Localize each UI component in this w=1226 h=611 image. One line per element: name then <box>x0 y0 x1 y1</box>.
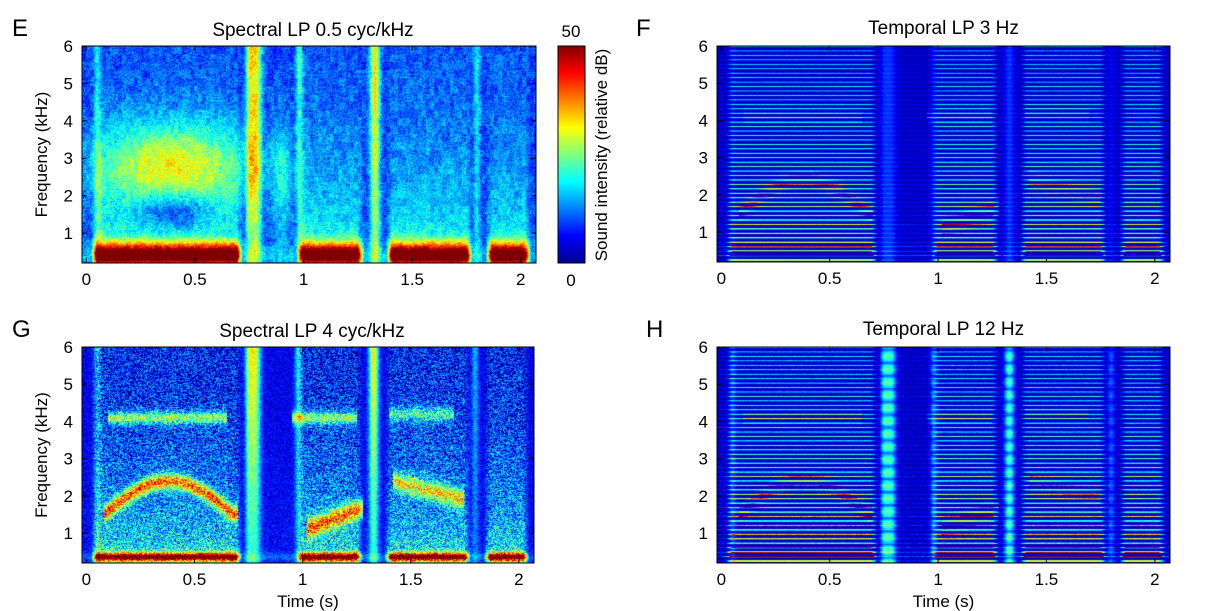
y-tick-label: 5 <box>699 375 708 394</box>
x-tick-label: 1.5 <box>400 270 424 289</box>
y-tick-label: 2 <box>64 487 73 506</box>
panel-letter: F <box>636 15 651 42</box>
x-tick-label: 0.5 <box>183 270 207 289</box>
panel-g: G Spectral LP 4 cyc/kHz 0 0.5 1 1.5 2 1 2 3 4 5 6 Tim… <box>12 316 535 611</box>
y-tick-label: 3 <box>64 450 73 469</box>
chart-title: Spectral LP 4 cyc/kHz <box>219 321 405 342</box>
y-tick-label: 5 <box>64 74 73 93</box>
colorbar: 50 0 Sound intensity (relative dB) <box>557 22 611 290</box>
y-tick-label: 3 <box>699 450 708 469</box>
y-tick-label: 1 <box>699 223 708 242</box>
y-tick-label: 5 <box>699 74 708 93</box>
y-tick-label: 6 <box>64 338 73 357</box>
x-tick-label: 1 <box>299 270 308 289</box>
x-tick-label: 0 <box>82 570 91 589</box>
y-tick-label: 6 <box>699 37 708 56</box>
panel-e: E Spectral LP 0.5 cyc/kHz 0 0.5 1 1.5 2 1 2 3 4 5 6 F… <box>12 15 537 289</box>
x-axis-label: Time (s) <box>913 592 975 611</box>
x-tick-label: 1 <box>298 570 307 589</box>
heatmap-image <box>717 347 1170 563</box>
plot-frame <box>716 346 1171 564</box>
plot-frame <box>81 45 537 264</box>
y-axis-label: Frequency (kHz) <box>32 92 51 218</box>
chart-title: Spectral LP 0.5 cyc/kHz <box>212 20 413 41</box>
y-tick-label: 4 <box>699 412 708 431</box>
plot-frame <box>81 346 535 564</box>
x-tick-label: 1.5 <box>1035 269 1059 288</box>
panel-letter: G <box>12 316 31 343</box>
y-axis-label: Frequency (kHz) <box>32 392 51 518</box>
heatmap-image <box>717 46 1170 262</box>
y-tick-label: 1 <box>64 224 73 243</box>
plot-frame <box>716 45 1171 263</box>
x-tick-label: 0.5 <box>818 269 842 288</box>
chart-title: Temporal LP 12 Hz <box>863 319 1024 340</box>
heatmap-image <box>82 347 534 563</box>
x-tick-label: 2 <box>1150 570 1159 589</box>
heatmap-image <box>82 46 536 263</box>
y-tick-label: 2 <box>699 487 708 506</box>
panel-f: F Temporal LP 3 Hz 0 0.5 1 1.5 2 1 2 3 4 5 6 <box>636 15 1171 288</box>
x-tick-label: 1.5 <box>1035 570 1059 589</box>
x-tick-label: 0.5 <box>818 570 842 589</box>
x-tick-label: 2 <box>1150 269 1159 288</box>
x-tick-label: 0.5 <box>183 570 207 589</box>
y-tick-label: 4 <box>64 112 73 131</box>
y-tick-label: 2 <box>699 186 708 205</box>
y-tick-label: 6 <box>699 338 708 357</box>
y-tick-label: 3 <box>64 149 73 168</box>
y-tick-label: 4 <box>699 111 708 130</box>
y-tick-label: 1 <box>64 524 73 543</box>
panel-h: H Temporal LP 12 Hz 0 0.5 1 1.5 2 1 2 3 4 5 6 Time (s… <box>646 316 1171 611</box>
chart-title: Temporal LP 3 Hz <box>868 18 1019 39</box>
y-tick-label: 3 <box>699 149 708 168</box>
y-tick-label: 4 <box>64 412 73 431</box>
x-tick-label: 1.5 <box>399 570 423 589</box>
panel-letter: H <box>646 316 663 343</box>
x-tick-label: 0 <box>717 269 726 288</box>
x-tick-label: 1 <box>933 570 942 589</box>
y-tick-label: 1 <box>699 524 708 543</box>
x-tick-label: 0 <box>82 270 91 289</box>
x-tick-label: 1 <box>933 269 942 288</box>
y-tick-label: 5 <box>64 375 73 394</box>
y-tick-label: 2 <box>64 187 73 206</box>
x-tick-label: 2 <box>514 570 523 589</box>
colorbar-min-label: 0 <box>566 271 575 290</box>
panel-letter: E <box>12 15 28 42</box>
colorbar-gradient <box>557 45 586 264</box>
x-axis-label: Time (s) <box>277 592 339 611</box>
colorbar-label: Sound intensity (relative dB) <box>592 49 611 262</box>
y-tick-label: 6 <box>64 37 73 56</box>
x-tick-label: 0 <box>717 570 726 589</box>
colorbar-max-label: 50 <box>562 22 581 41</box>
x-tick-label: 2 <box>516 270 525 289</box>
